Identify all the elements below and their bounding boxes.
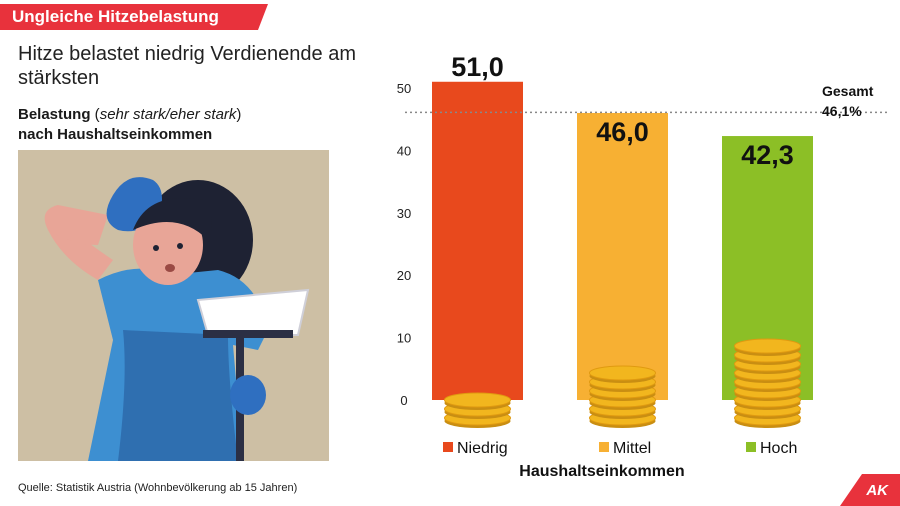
reference-label-title: Gesamt xyxy=(822,83,874,99)
ak-logo: AK xyxy=(840,474,900,506)
subtitle-bold: Belastung xyxy=(18,106,91,123)
chart-subtitle: Belastung (sehr stark/eher stark) nach H… xyxy=(18,106,242,143)
subtitle-italic: sehr stark/eher stark xyxy=(99,106,237,123)
headline: Hitze belastet niedrig Verdienende am st… xyxy=(18,43,356,89)
legend-swatch-mittel xyxy=(599,442,609,452)
subtitle-line2: nach Haushaltseinkommen xyxy=(18,126,213,143)
legend-label-niedrig: Niedrig xyxy=(457,440,508,457)
bar-value-label: 51,0 xyxy=(451,52,504,82)
legend-label-mittel: Mittel xyxy=(613,440,651,457)
legend-swatch-niedrig xyxy=(443,442,453,452)
title-badge: Ungleiche Hitzebelastung xyxy=(0,4,268,30)
bar-mittel xyxy=(577,112,668,401)
coin-icon xyxy=(589,365,656,381)
y-tick-label: 30 xyxy=(397,206,411,221)
bar-niedrig xyxy=(432,81,523,400)
y-tick-label: 50 xyxy=(397,81,411,96)
legend-label-hoch: Hoch xyxy=(760,440,797,457)
title-badge-text: Ungleiche Hitzebelastung xyxy=(12,7,219,26)
source-note: Quelle: Statistik Austria (Wohnbevölkeru… xyxy=(18,482,298,494)
y-tick-label: 20 xyxy=(397,268,411,283)
y-tick-label: 0 xyxy=(400,393,407,408)
y-tick-label: 40 xyxy=(397,143,411,158)
legend-swatch-hoch xyxy=(746,442,756,452)
bar-value-label: 46,0 xyxy=(596,117,649,147)
bar-value-label: 42,3 xyxy=(741,140,794,170)
y-tick-label: 10 xyxy=(397,331,411,346)
x-axis-title: Haushaltseinkommen xyxy=(519,463,684,480)
ak-logo-text: AK xyxy=(866,482,888,499)
coin-icon xyxy=(734,338,801,354)
coin-icon xyxy=(444,392,511,408)
reference-label-value: 46,1% xyxy=(822,103,862,119)
illustration-tired-cleaner xyxy=(18,150,329,461)
